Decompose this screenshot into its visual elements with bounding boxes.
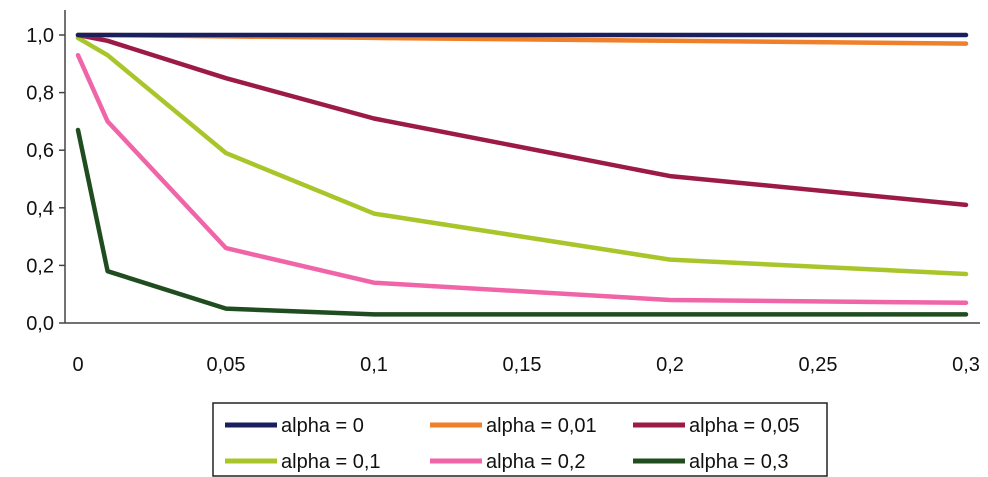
series-line xyxy=(75,52,969,306)
x-tick-label: 0 xyxy=(72,354,83,376)
y-tick-label: 1,0 xyxy=(26,25,54,47)
y-tick-label: 0,0 xyxy=(26,313,54,335)
x-tick-label: 0,2 xyxy=(656,354,684,376)
x-tick-label: 0,3 xyxy=(952,354,980,376)
legend-label: alpha = 0,2 xyxy=(486,451,586,473)
legend-box xyxy=(212,402,828,477)
series-line xyxy=(75,127,969,317)
y-tick-label: 0,8 xyxy=(26,83,54,105)
legend-label: alpha = 0,05 xyxy=(689,415,800,437)
y-tick-label: 0,6 xyxy=(26,140,54,162)
legend-label: alpha = 0,01 xyxy=(486,415,597,437)
axes: 0,0 0,2 0,4 0,6 0,8 1,0 0 0,05 0,1 0,15 0,2 0,25 0,3 xyxy=(26,10,980,376)
x-tick-label: 0,15 xyxy=(503,354,542,376)
x-tick-label: 0,25 xyxy=(799,354,838,376)
series-line xyxy=(75,35,969,277)
x-tick-label: 0,1 xyxy=(360,354,388,376)
legend: alpha = 0 alpha = 0,01 alpha = 0,05 alpha =… xyxy=(212,402,828,477)
legend-label: alpha = 0 xyxy=(281,415,364,437)
legend-label: alpha = 0,1 xyxy=(281,451,381,473)
series-lines xyxy=(75,32,969,317)
y-tick-label: 0,4 xyxy=(26,198,54,220)
x-tick-label: 0,05 xyxy=(207,354,246,376)
series-line xyxy=(75,32,969,208)
y-tick-label: 0,2 xyxy=(26,255,54,277)
legend-label: alpha = 0,3 xyxy=(689,451,789,473)
